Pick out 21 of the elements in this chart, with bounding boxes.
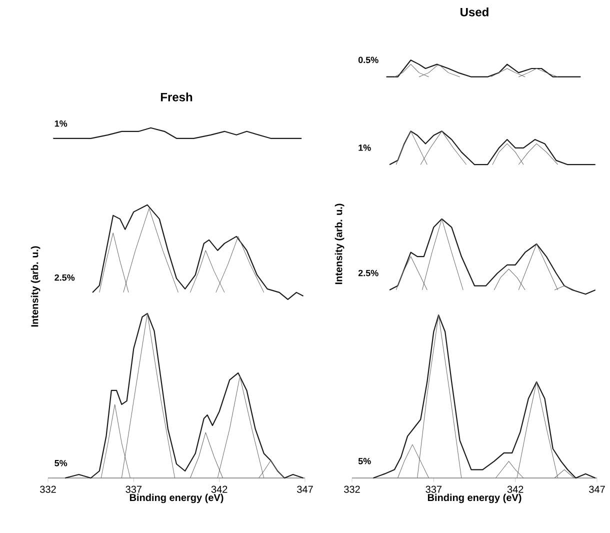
x-tick-label: 342 xyxy=(211,486,228,493)
x-tick-label: 347 xyxy=(297,486,313,493)
x-axis-title: Binding energy (eV) xyxy=(130,494,224,504)
x-tick-label: 347 xyxy=(589,486,605,493)
series-label: 2.5% xyxy=(358,270,378,276)
series-label: 0.5% xyxy=(358,56,378,64)
x-axis-title: Binding energy (eV) xyxy=(428,494,522,504)
text: 2.5% xyxy=(54,274,75,281)
series-label: 1% xyxy=(54,120,68,127)
chart-title: Used xyxy=(460,8,488,16)
x-tick-label: 337 xyxy=(126,486,142,493)
text: 1% xyxy=(358,144,371,151)
x-tick-label: 342 xyxy=(507,486,524,493)
y-axis-title: Intensity (arb. u.) xyxy=(334,204,344,284)
series-label: 5% xyxy=(54,460,68,466)
x-tick-label: 332 xyxy=(344,486,360,493)
x-tick-label: 332 xyxy=(40,486,56,493)
chart-title: Fresh xyxy=(160,92,192,102)
series-label: 5% xyxy=(358,458,371,464)
y-axis-title: Intensity (arb. u.) xyxy=(30,246,40,327)
x-tick-label: 337 xyxy=(426,486,442,493)
